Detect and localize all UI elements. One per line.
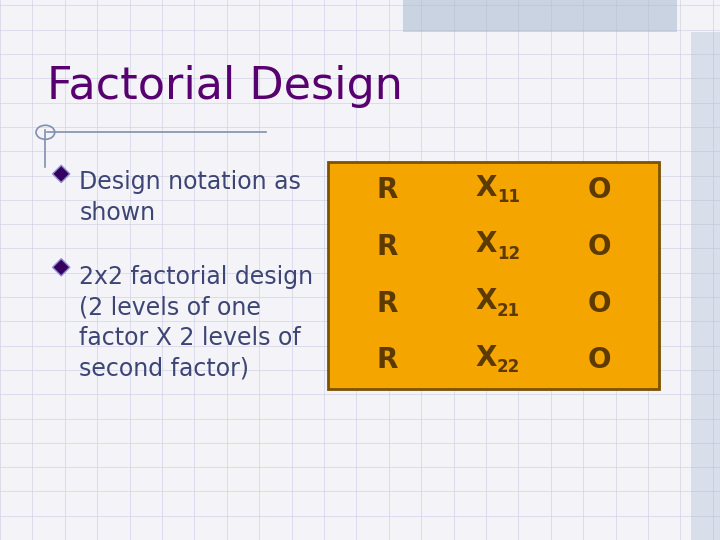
Text: X: X — [475, 287, 497, 315]
Polygon shape — [53, 165, 70, 183]
Text: 2x2 factorial design
(2 levels of one
factor X 2 levels of
second factor): 2x2 factorial design (2 levels of one fa… — [79, 265, 313, 381]
FancyBboxPatch shape — [328, 162, 659, 389]
Text: 22: 22 — [497, 359, 520, 376]
Text: X: X — [475, 344, 497, 372]
FancyBboxPatch shape — [691, 32, 720, 540]
FancyBboxPatch shape — [403, 0, 677, 32]
Text: 12: 12 — [497, 245, 520, 263]
Text: R: R — [377, 347, 398, 374]
Polygon shape — [53, 259, 70, 276]
Text: X: X — [475, 174, 497, 201]
Text: O: O — [588, 290, 611, 318]
Text: O: O — [588, 177, 611, 204]
Text: 11: 11 — [497, 188, 520, 206]
Text: O: O — [588, 233, 611, 261]
Text: Design notation as
shown: Design notation as shown — [79, 170, 301, 225]
Text: 21: 21 — [497, 302, 520, 320]
Text: R: R — [377, 290, 398, 318]
Text: O: O — [588, 347, 611, 374]
Text: R: R — [377, 177, 398, 204]
Text: Factorial Design: Factorial Design — [47, 65, 402, 108]
Text: X: X — [475, 231, 497, 258]
Text: R: R — [377, 233, 398, 261]
